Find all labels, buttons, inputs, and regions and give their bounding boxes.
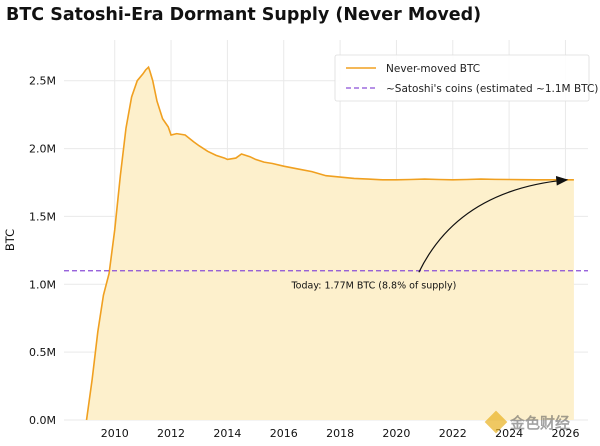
watermark-logo-icon [484,410,508,434]
y-tick-label: 1.0M [29,278,56,291]
x-tick-label: 2012 [157,427,185,440]
series-never-moved-btc-area [86,67,574,420]
legend-label-never-moved: Never-moved BTC [386,63,480,75]
x-tick-label: 2024 [495,427,523,440]
chart-title: BTC Satoshi-Era Dormant Supply (Never Mo… [6,5,481,25]
series-never-moved-btc-line [85,65,574,421]
x-tick-label: 2020 [382,427,410,440]
y-tick-label: 1.5M [29,210,56,223]
legend-box [334,54,590,102]
y-tick-label: 0.5M [29,346,56,359]
watermark-text: 金色财经 [509,414,570,432]
legend: Never-moved BTC ~Satoshi's coins (estima… [334,54,598,102]
x-tick-labels: 2010 2012 2014 2016 2018 2020 2022 2024 2026 [101,427,580,440]
y-tick-label: 2.5M [29,75,56,88]
x-tick-label: 2026 [551,427,579,440]
annotation-arrow [418,176,569,273]
x-tick-label: 2014 [213,427,241,440]
legend-label-satoshi: ~Satoshi's coins (estimated ~1.1M BTC) [386,83,598,95]
x-tick-label: 2016 [270,427,298,440]
y-tick-labels: 0.0M 0.5M 1.0M 1.5M 2.0M 2.5M [29,75,56,427]
x-tick-label: 2018 [326,427,354,440]
y-tick-label: 0.0M [29,414,56,427]
watermark: 金色财经 [484,410,570,434]
x-tick-label: 2022 [439,427,467,440]
annotation-today: Today: 1.77M BTC (8.8% of supply) [290,280,456,291]
y-tick-label: 2.0M [29,143,56,156]
x-tick-label: 2010 [101,427,129,440]
y-axis-label: BTC [3,229,17,251]
